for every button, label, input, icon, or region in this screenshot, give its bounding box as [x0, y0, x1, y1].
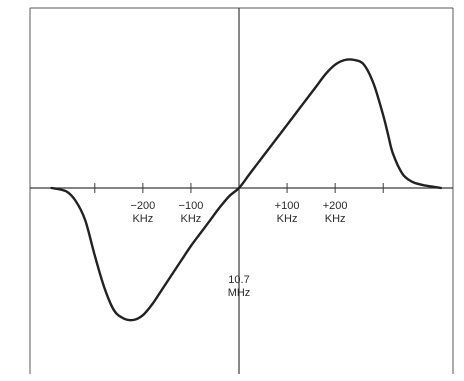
axes: [30, 8, 453, 374]
x-tick-unit: KHz: [132, 213, 153, 225]
plot-frame: [29, 7, 454, 374]
series-layer: [50, 58, 443, 322]
x-tick-unit: KHz: [181, 213, 202, 225]
x-tick-label: −200: [130, 200, 155, 212]
center-frequency-value: 10.7: [228, 274, 249, 286]
x-tick-label: +100: [275, 200, 300, 212]
x-tick-label: −100: [179, 200, 204, 212]
center-frequency-label: 10.7 MHz: [228, 274, 251, 299]
x-tick-label: +200: [323, 200, 348, 212]
center-frequency-unit: MHz: [228, 287, 251, 299]
series-line: [50, 58, 443, 322]
x-ticks: [94, 183, 384, 193]
x-tick-unit: KHz: [277, 213, 298, 225]
x-tick-unit: KHz: [325, 213, 346, 225]
